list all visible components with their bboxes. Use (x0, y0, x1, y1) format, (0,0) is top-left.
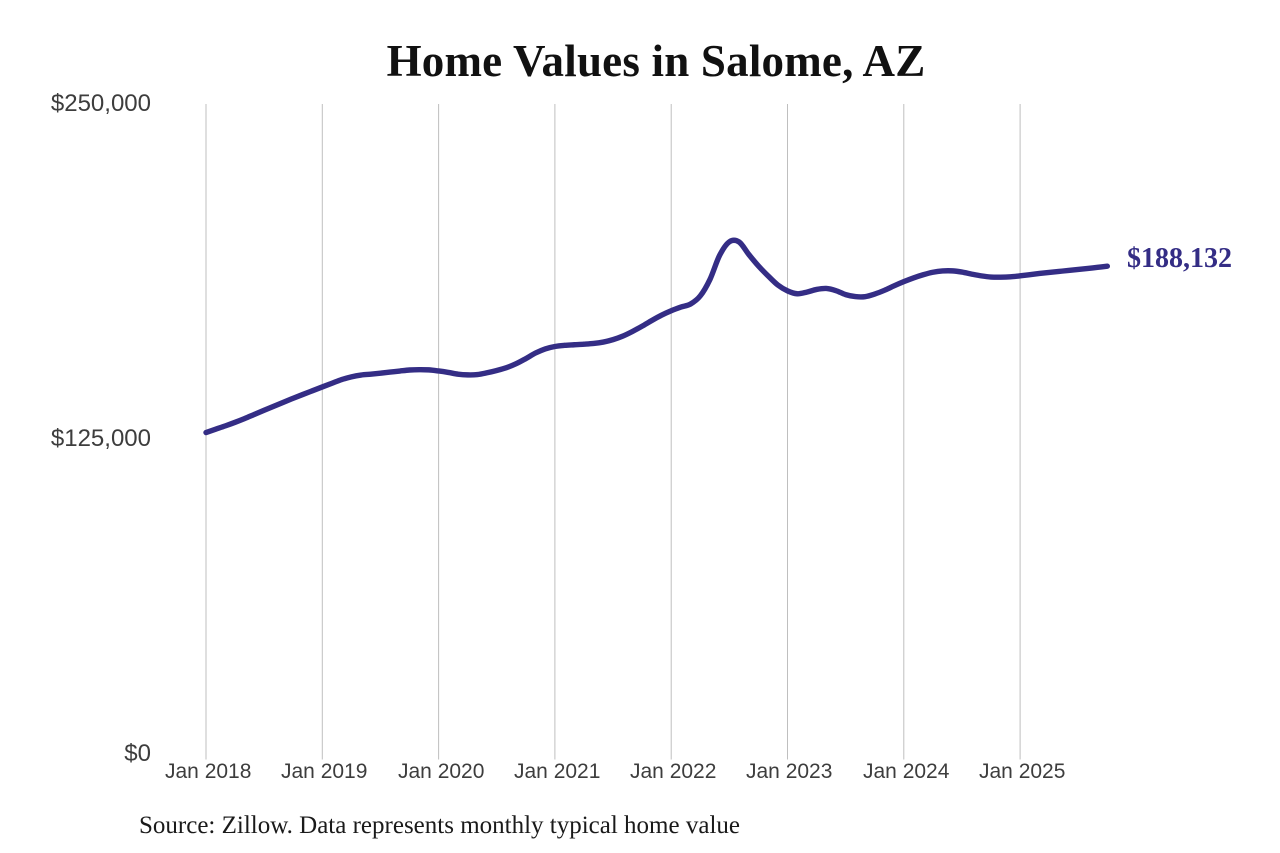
svg-text:Jan 2021: Jan 2021 (514, 760, 600, 783)
svg-text:$188,132: $188,132 (1127, 243, 1232, 274)
svg-text:Jan 2025: Jan 2025 (979, 760, 1065, 783)
svg-text:$250,000: $250,000 (51, 90, 151, 117)
svg-text:$0: $0 (124, 740, 151, 767)
svg-text:Jan 2020: Jan 2020 (398, 760, 484, 783)
svg-text:Jan 2023: Jan 2023 (746, 760, 832, 783)
svg-text:$125,000: $125,000 (51, 425, 151, 452)
svg-text:Jan 2024: Jan 2024 (863, 760, 950, 783)
svg-text:Jan 2019: Jan 2019 (281, 760, 367, 783)
svg-text:Jan 2018: Jan 2018 (165, 760, 251, 783)
svg-text:Jan 2022: Jan 2022 (630, 760, 716, 783)
